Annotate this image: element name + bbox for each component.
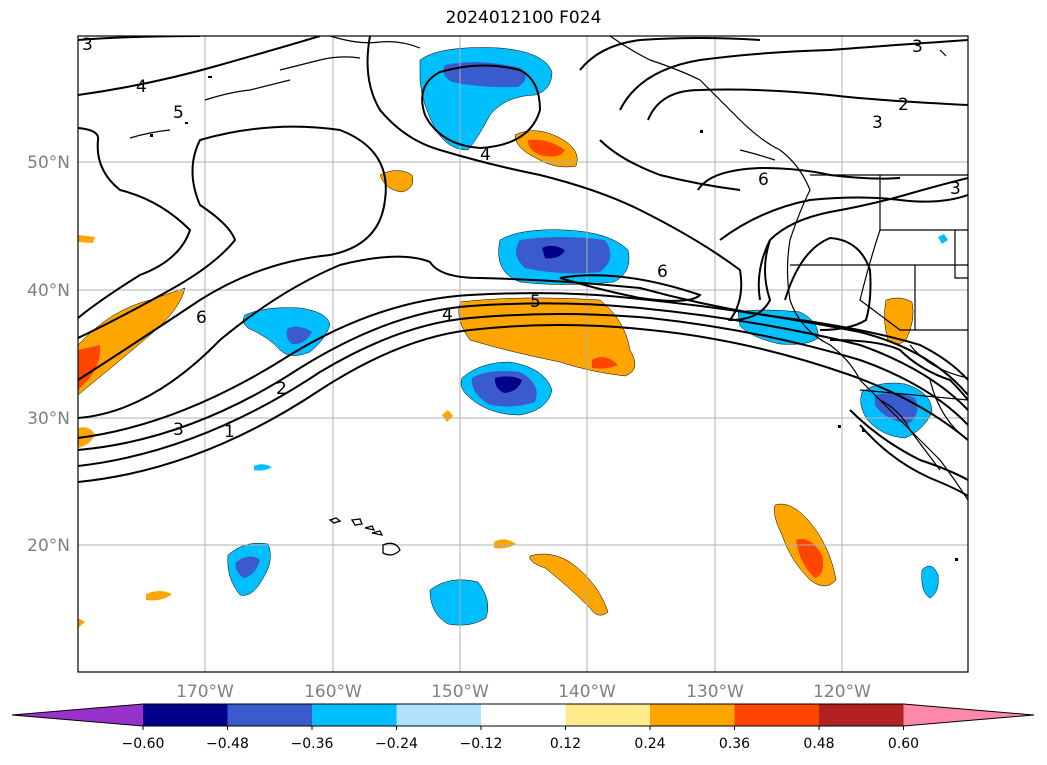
colorbar-tick-label: −0.24 <box>375 736 418 752</box>
colorbar-segment <box>565 704 651 726</box>
colorbar-segment <box>650 704 735 726</box>
colorbar-tick-label: −0.12 <box>460 736 503 752</box>
colorbar-tick-label: −0.48 <box>206 736 249 752</box>
island-marks <box>150 76 958 561</box>
colorbar-tick-label: 0.12 <box>550 736 581 752</box>
colorbar-tick-label: 0.60 <box>888 736 919 752</box>
lat-label-50n: 50°N <box>27 153 70 173</box>
contour-label: 1 <box>224 422 235 442</box>
contour-label: 5 <box>530 292 541 312</box>
map-area: 3 4 5 6 4 5 4 6 2 3 1 3 2 3 6 3 <box>78 35 968 672</box>
contour-label: 4 <box>136 77 147 97</box>
chart-title: 2024012100 F024 <box>445 8 602 28</box>
contour-labels: 3 4 5 6 4 5 4 6 2 3 1 3 2 3 6 3 <box>82 35 961 442</box>
colorbar-tick-label: 0.24 <box>634 736 665 752</box>
colorbar-tick-label: −0.60 <box>122 736 165 752</box>
lon-label-140w: 140°W <box>558 682 616 702</box>
hawaiian-islands <box>328 517 401 556</box>
colorbar-tick-label: −0.36 <box>291 736 334 752</box>
lat-label-40n: 40°N <box>27 281 70 301</box>
latitude-labels: 50°N 40°N 30°N 20°N <box>27 153 70 556</box>
longitude-labels: 170°W 160°W 150°W 140°W 130°W 120°W <box>176 682 871 702</box>
contour-label: 3 <box>950 179 961 199</box>
lon-label-120w: 120°W <box>813 682 871 702</box>
colorbar-extend-high <box>903 704 1034 726</box>
lon-label-170w: 170°W <box>176 682 234 702</box>
contour-label: 5 <box>173 103 184 123</box>
colorbar-segment <box>143 704 228 726</box>
coastlines <box>129 36 968 501</box>
gridlines <box>78 36 968 672</box>
lon-label-150w: 150°W <box>431 682 489 702</box>
colorbar-tick-label: 0.36 <box>719 736 750 752</box>
colorbar: −0.60 −0.48 −0.36 −0.24 −0.12 0.12 0.24 0.36 0.4… <box>11 703 1035 752</box>
contour-label: 2 <box>276 379 287 399</box>
contour-label: 6 <box>758 170 769 190</box>
lat-label-30n: 30°N <box>27 409 70 429</box>
contour-label: 3 <box>872 113 883 133</box>
contour-label: 3 <box>912 37 923 57</box>
colorbar-segment <box>819 704 904 726</box>
colorbar-extend-low <box>12 704 143 726</box>
colorbar-segment <box>734 704 820 726</box>
map-frame <box>77 35 969 673</box>
contour-label: 2 <box>898 95 909 115</box>
contour-label: 4 <box>480 145 491 165</box>
lat-label-20n: 20°N <box>27 536 70 556</box>
colorbar-segment <box>312 704 397 726</box>
colorbar-segment <box>227 704 313 726</box>
lon-label-130w: 130°W <box>686 682 744 702</box>
contour-label: 6 <box>196 308 207 328</box>
contour-label: 3 <box>82 35 93 55</box>
contour-label: 3 <box>173 420 184 440</box>
lon-label-160w: 160°W <box>304 682 362 702</box>
colorbar-segment <box>481 704 566 726</box>
colorbar-tick-label: 0.48 <box>803 736 834 752</box>
contour-label: 4 <box>442 305 453 325</box>
contour-lines <box>78 36 968 497</box>
contour-label: 6 <box>657 262 668 282</box>
colorbar-segment <box>396 704 482 726</box>
